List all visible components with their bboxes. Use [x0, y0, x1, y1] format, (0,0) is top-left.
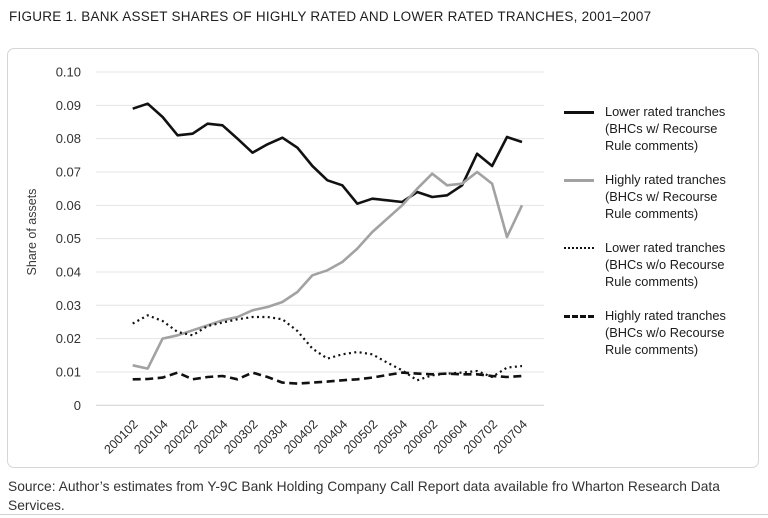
- series-line-1: [132, 170, 524, 370]
- legend-entry: Highly rated tranches (BHCs w/ Recourse …: [564, 171, 754, 222]
- y-tick-label: 0.04: [56, 264, 81, 279]
- legend-label: Highly rated tranches (BHCs w/ Recourse …: [605, 172, 726, 222]
- x-tick-label: 200704: [491, 417, 530, 456]
- y-tick-label: 0.08: [56, 131, 81, 146]
- legend-label: Highly rated tranches (BHCs w/o Recourse…: [605, 308, 726, 358]
- chart-panel: Share of assets 0 0.01 0.02 0.03 0.04 0.05 0.0…: [7, 48, 759, 468]
- legend-label: Lower rated tranches (BHCs w/o Recourse …: [605, 240, 726, 290]
- y-tick-label: 0.07: [56, 164, 81, 179]
- series-line-2: [132, 314, 523, 382]
- figure-title: FIGURE 1. BANK ASSET SHARES OF HIGHLY RA…: [9, 9, 652, 24]
- y-tick-label: 0.10: [56, 65, 81, 80]
- y-tick-label: 0.03: [56, 298, 81, 313]
- y-tick-label: 0: [74, 398, 81, 413]
- legend-entry: Lower rated tranches (BHCs w/ Recourse R…: [564, 103, 754, 154]
- legend-entry: Highly rated tranches (BHCs w/o Recourse…: [564, 307, 754, 358]
- line-chart: 0 0.01 0.02 0.03 0.04 0.05 0.06 0.07 0.08 0.09 0.1…: [56, 65, 544, 457]
- legend-entry: Lower rated tranches (BHCs w/o Recourse …: [564, 239, 754, 290]
- legend-label: Lower rated tranches (BHCs w/ Recourse R…: [605, 104, 726, 154]
- series-line-0: [132, 102, 523, 205]
- legend-line-sample-0: [564, 111, 594, 114]
- bottom-divider: [0, 514, 768, 515]
- y-tick-label: 0.09: [56, 98, 81, 113]
- y-tick-label: 0.02: [56, 331, 81, 346]
- y-tick-label: 0.06: [56, 198, 81, 213]
- series-line-3: [132, 371, 523, 385]
- y-tick-label: 0.05: [56, 231, 81, 246]
- legend-line-sample-3: [564, 315, 594, 319]
- chart-legend: Lower rated tranches (BHCs w/ Recourse R…: [564, 103, 754, 358]
- source-note: Source: Author’s estimates from Y-9C Ban…: [8, 479, 720, 514]
- legend-line-sample-2: [564, 247, 594, 250]
- legend-line-sample-1: [564, 179, 594, 183]
- y-tick-label: 0.01: [56, 364, 81, 379]
